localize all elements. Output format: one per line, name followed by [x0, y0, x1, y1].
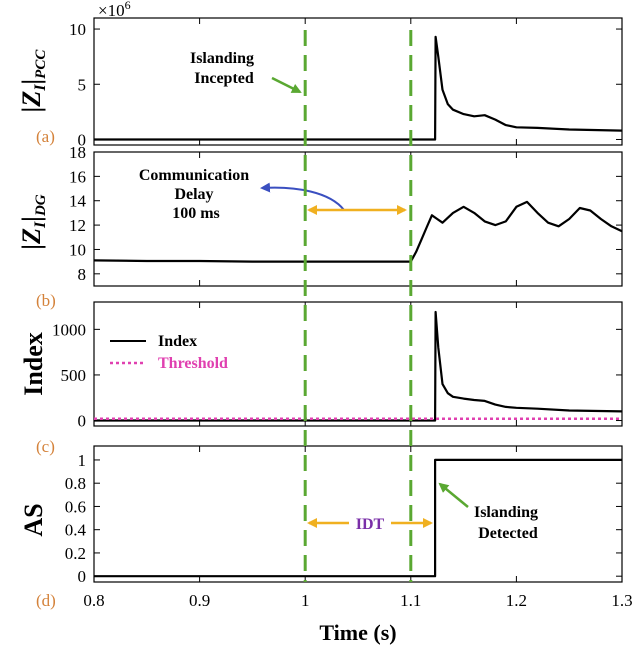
- x-tick-label: 1.3: [611, 591, 632, 610]
- islanding-incepted-line-1: Islanding: [190, 50, 254, 67]
- event-markers: [303, 30, 413, 582]
- x-tick-label: 1: [301, 591, 310, 610]
- x-axis-label: Time (s): [319, 620, 396, 645]
- panel-a-y-label: |ZI|PCC: [17, 49, 49, 113]
- panel-a-y-label-sub: I: [32, 84, 49, 92]
- panel-b-y-tick-label: 10: [69, 240, 86, 259]
- panel-c-y-tick-label: 0: [78, 412, 87, 431]
- panel-a-exponent-power: 6: [125, 0, 131, 12]
- panel-b-series: [93, 200, 623, 263]
- panel-d-y-tick-label: 0.2: [65, 544, 86, 563]
- panel-c-series: [94, 310, 623, 422]
- svg-text:|ZI|PCC: |ZI|PCC: [17, 49, 49, 113]
- panel-a-series-line: [94, 35, 623, 141]
- panel-b-y-label-sub: I: [32, 221, 49, 229]
- legend-index-label: Index: [158, 333, 197, 350]
- panel-b-y-label-sub2: DG: [33, 194, 49, 217]
- panel-a-exponent-base: ×10: [98, 1, 125, 20]
- panel-b-y-tick-label: 12: [69, 216, 86, 235]
- islanding-detected-line-1: Islanding: [474, 504, 538, 521]
- panel-a: 0 5 10 |ZI|PCC ×106 (a) Islanding Incepted: [17, 0, 623, 149]
- panel-b-y-ticks: 8 10 12 14 16 18: [69, 143, 622, 284]
- panel-b-tag: (b): [36, 291, 56, 310]
- panel-d-series-line: [94, 458, 622, 578]
- x-tick-label: 0.8: [83, 591, 104, 610]
- panel-b-y-tick-label: 14: [69, 192, 87, 211]
- panel-c-y-label: Index: [19, 332, 48, 396]
- communication-delay-line-1: Communication: [139, 167, 249, 184]
- panel-b-y-tick-label: 8: [78, 265, 87, 284]
- panel-a-tag: (a): [36, 127, 55, 146]
- panel-a-y-tick-label: 5: [78, 75, 87, 94]
- x-tick-label: 1.1: [400, 591, 421, 610]
- islanding-detected-line-2: Detected: [478, 525, 538, 542]
- panel-c-series-index: [94, 310, 623, 422]
- panel-d-y-tick-label: 0.8: [65, 474, 86, 493]
- x-tick-label: 1.2: [506, 591, 527, 610]
- communication-delay-line-2: Delay: [174, 186, 213, 203]
- islanding-detected-arrow: [438, 482, 469, 508]
- idt-label: IDT: [356, 516, 385, 533]
- panel-c-y-tick-label: 500: [61, 366, 87, 385]
- panel-a-frame: [93, 17, 623, 146]
- panel-c-tag: (c): [36, 437, 55, 456]
- panel-d-y-tick-label: 0.4: [65, 521, 87, 540]
- panel-a-y-label-sub2: PCC: [33, 49, 49, 79]
- panel-c: 0 500 1000 Index (c) Index Threshold: [19, 301, 623, 456]
- islanding-incepted-arrow: [271, 76, 302, 94]
- panel-c-y-tick-label: 1000: [52, 320, 86, 339]
- panel-b: 8 10 12 14 16 18 |ZI|DG (b) Communication Del…: [17, 143, 623, 310]
- communication-delay-label: Communication Delay 100 ms: [139, 167, 253, 222]
- islanding-incepted-line-2: Incepted: [194, 70, 254, 87]
- idt-label-backdrop: [349, 512, 391, 534]
- panel-d-series: [94, 458, 622, 578]
- panel-d-tag: (d): [36, 591, 56, 610]
- panel-d-y-tick-label: 1: [78, 451, 87, 470]
- islanding-incepted-label: Islanding Incepted: [190, 50, 258, 87]
- panel-b-y-label-pipe: |: [17, 216, 46, 222]
- panel-b-frame: [93, 151, 623, 287]
- svg-text:|ZI|DG: |ZI|DG: [17, 194, 49, 249]
- panel-a-exponent: ×106: [98, 0, 131, 20]
- communication-delay-line-3: 100 ms: [172, 205, 220, 222]
- panel-d-y-tick-label: 0.6: [65, 497, 86, 516]
- panel-b-y-tick-label: 16: [69, 167, 86, 186]
- islanding-detected-label: Islanding Detected: [474, 504, 542, 542]
- panel-d-y-tick-label: 0: [78, 567, 87, 586]
- panel-b-series-line: [93, 200, 623, 263]
- panel-d-frame: [93, 445, 623, 583]
- panel-d-y-ticks: 0 0.2 0.4 0.6 0.8 1: [65, 451, 622, 586]
- panel-a-y-label-main: |Z: [17, 91, 46, 113]
- panel-b-y-tick-label: 18: [69, 143, 86, 162]
- panel-b-y-label: |ZI|DG: [17, 194, 49, 249]
- x-tick-label: 0.9: [189, 591, 210, 610]
- panel-a-y-tick-label: 0: [78, 130, 87, 149]
- panel-a-y-ticks: 0 5 10: [69, 20, 622, 149]
- panel-d-y-label: AS: [19, 503, 48, 536]
- panel-d: 0 0.2 0.4 0.6 0.8 1 AS (d) 0.8 0.9 1 1.1 1.2 1.3 T…: [19, 18, 633, 645]
- panel-c-legend: Index Threshold: [110, 333, 228, 372]
- x-axis-ticks: 0.8 0.9 1 1.1 1.2 1.3: [83, 18, 633, 610]
- panel-a-y-tick-label: 10: [69, 20, 86, 39]
- communication-delay-pointer-arrow: [260, 182, 345, 211]
- panel-c-frame: [93, 301, 623, 427]
- panel-b-y-label-main: |Z: [17, 228, 46, 250]
- panel-a-y-label-pipe: |: [17, 79, 46, 85]
- legend-threshold-label: Threshold: [158, 355, 228, 372]
- panel-c-y-ticks: 0 500 1000: [52, 320, 622, 431]
- panel-a-series: [94, 35, 623, 141]
